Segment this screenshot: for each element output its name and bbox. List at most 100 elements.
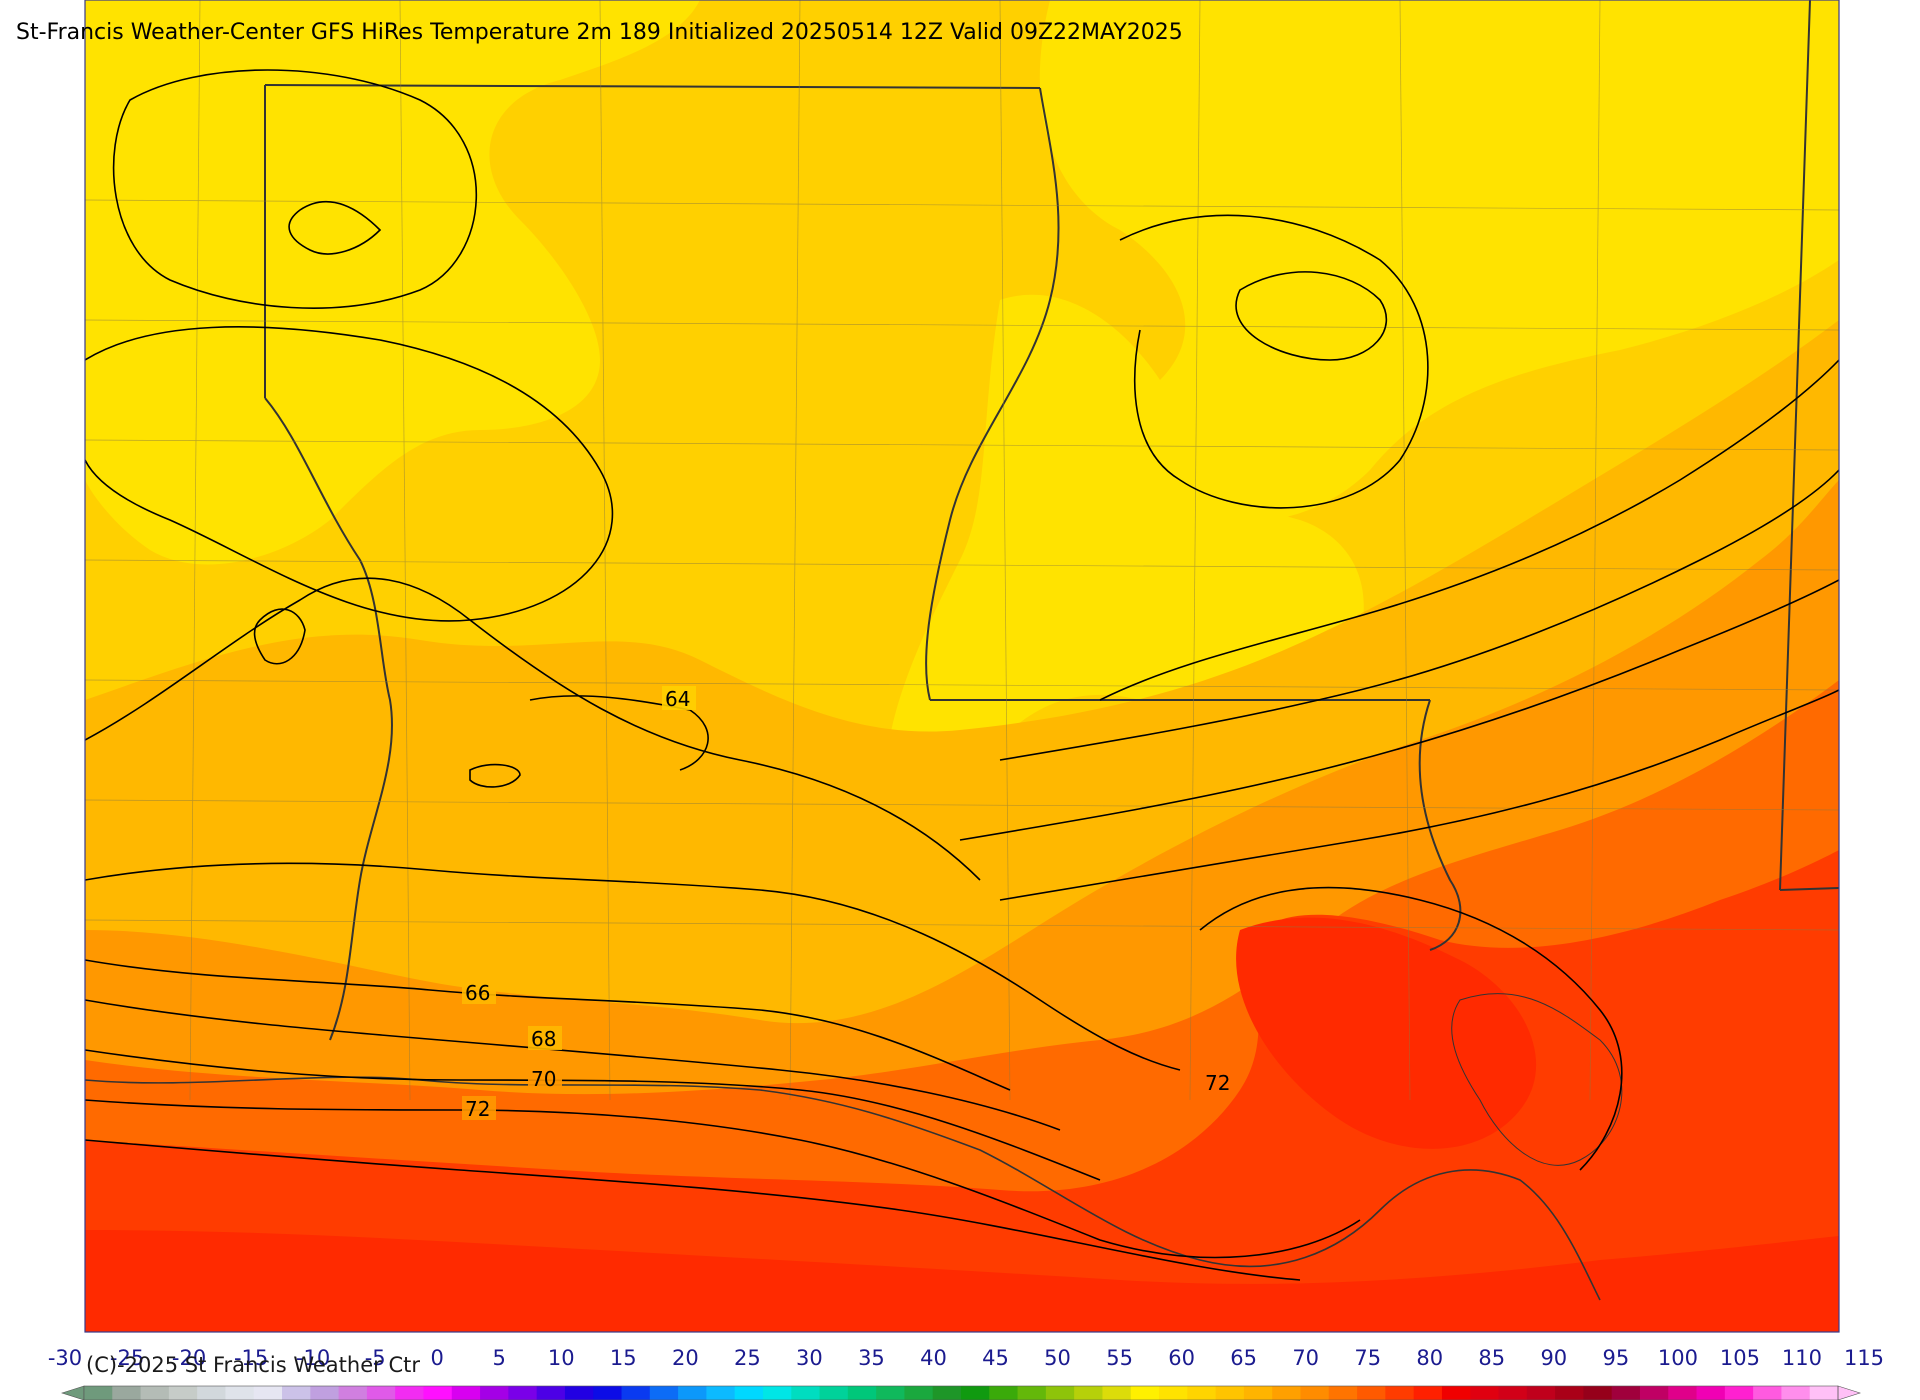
colorbar-swatch (876, 1386, 905, 1400)
colorbar-swatch (1441, 1386, 1471, 1400)
colorbar-swatch (168, 1386, 198, 1400)
colorbar-swatch (1272, 1386, 1301, 1400)
colorbar-swatch (593, 1386, 623, 1400)
colorbar-swatch (1668, 1386, 1698, 1400)
colorbar-swatch (1809, 1386, 1839, 1400)
colorbar-tick-label: -15 (233, 1346, 269, 1370)
colorbar-tick-label: 15 (609, 1346, 637, 1370)
colorbar-swatch (84, 1386, 113, 1400)
colorbar-tick-label: 30 (796, 1346, 823, 1370)
colorbar-tick-label: 95 (1602, 1346, 1630, 1370)
colorbar-swatch (847, 1386, 877, 1400)
colorbar-tick-label: 40 (920, 1346, 947, 1370)
colorbar-swatch (395, 1386, 424, 1400)
isotherm-72 (85, 1099, 1361, 1259)
copyright-text: (C)-2025 St Francis Weather Ctr (86, 1353, 420, 1377)
colorbar-swatch (564, 1386, 594, 1400)
colorbar-tick-label: 85 (1478, 1346, 1506, 1370)
contour-label-66: 66 (465, 981, 490, 1005)
colorbar-swatch (989, 1386, 1019, 1400)
colorbar-swatch (1639, 1386, 1669, 1400)
colorbar-swatch (112, 1386, 142, 1400)
contour-label-68: 68 (531, 1027, 556, 1051)
colorbar-swatch (536, 1386, 566, 1400)
colorbar-swatch (1555, 1386, 1584, 1400)
colorbar-swatch (480, 1386, 509, 1400)
colorbar-tick-label: -10 (295, 1346, 331, 1370)
isotherm-72-east (1199, 886, 1623, 1171)
colorbar-swatch (961, 1386, 990, 1400)
colorbar-swatch (932, 1386, 962, 1400)
isotherm-ne-loop (1235, 271, 1387, 361)
colorbar-tick-label: -30 (47, 1346, 83, 1370)
isotherm-ne-68 (959, 579, 1839, 841)
colorbar-swatch (1753, 1386, 1782, 1400)
colorbar-tick-label: 20 (671, 1346, 699, 1370)
colorbar-swatch (1215, 1386, 1245, 1400)
colorbar-tick-label: 105 (1719, 1346, 1760, 1370)
colorbar-swatch (1357, 1386, 1386, 1400)
colorbar-swatch (338, 1386, 368, 1400)
isotherm-64a (85, 577, 981, 881)
temperature-fill-layer: 64 66 68 70 72 72 (85, 0, 1839, 1332)
colorbar-swatch (1611, 1386, 1641, 1400)
isotherm-ne-66 (999, 469, 1839, 761)
colorbar-tick-label: 10 (547, 1346, 575, 1370)
colorbar-swatch (423, 1386, 453, 1400)
colorbar-tick-label: 35 (858, 1346, 885, 1370)
colorbar-tick-label: 50 (1044, 1346, 1071, 1370)
colorbar-swatch (1583, 1386, 1613, 1400)
colorbar-swatch (1187, 1386, 1217, 1400)
isotherm-70 (85, 1049, 1101, 1181)
colorbar-swatch (1498, 1386, 1528, 1400)
colorbar-tick-label: 110 (1781, 1346, 1822, 1370)
colorbar-swatch (1781, 1386, 1811, 1400)
colorbar-right-arrow (1837, 1385, 1861, 1400)
colorbar-tick-label: -20 (171, 1346, 207, 1370)
delta-marsh (1451, 993, 1623, 1166)
colorbar-swatch (621, 1386, 651, 1400)
colorbar-swatch (253, 1386, 283, 1400)
nw-yellow-zone (85, 0, 700, 565)
colorbar-swatch (140, 1386, 170, 1400)
map-frame (84, 0, 1840, 1333)
colorbar-swatch (1526, 1386, 1556, 1400)
colorbar-swatch (1300, 1386, 1330, 1400)
isotherm-west-62 (85, 326, 614, 622)
colorbar-tick-label: -5 (364, 1346, 386, 1370)
colorbar-swatch (282, 1386, 311, 1400)
colorbar-swatch (1074, 1386, 1103, 1400)
isotherm-74 (85, 1139, 1301, 1281)
colorbar-swatch (1724, 1386, 1754, 1400)
colorbar-left-arrow (61, 1385, 85, 1400)
ne-yellow-zone (1039, 0, 1839, 522)
contour-label-64: 64 (665, 687, 690, 711)
colorbar-swatch (706, 1386, 736, 1400)
colorbar-tick-label: 0 (430, 1346, 444, 1370)
colorbar-swatch (1328, 1386, 1358, 1400)
colorbar-swatch (225, 1386, 255, 1400)
colorbar-tick-label: 60 (1168, 1346, 1195, 1370)
colorbar (61, 1385, 1861, 1400)
colorbar-tick-label: 80 (1416, 1346, 1444, 1370)
isotherm-ne-70 (999, 689, 1839, 901)
colorbar-swatch (1130, 1386, 1160, 1400)
colorbar-tick-label: 70 (1292, 1346, 1320, 1370)
colorbar-swatch (366, 1386, 396, 1400)
colorbar-swatch (1470, 1386, 1500, 1400)
colorbar-swatch (1045, 1386, 1075, 1400)
contour-label-72-west: 72 (465, 1097, 490, 1121)
contour-label-group: 64 66 68 70 72 72 (462, 686, 1236, 1121)
colorbar-swatch (1243, 1386, 1273, 1400)
colorbar-outline (83, 1385, 1839, 1400)
colorbar-tick-label: -25 (109, 1346, 145, 1370)
colorbar-tick-label: 90 (1540, 1346, 1568, 1370)
isotherm-lines (85, 69, 1839, 1281)
contour-label-70: 70 (531, 1067, 556, 1091)
contour-label-72-east: 72 (1205, 1071, 1230, 1095)
colorbar-swatch (734, 1386, 764, 1400)
colorbar-swatch (508, 1386, 538, 1400)
isotherm-ne-64 (1099, 359, 1839, 701)
isotherm-66 (85, 862, 1181, 1071)
